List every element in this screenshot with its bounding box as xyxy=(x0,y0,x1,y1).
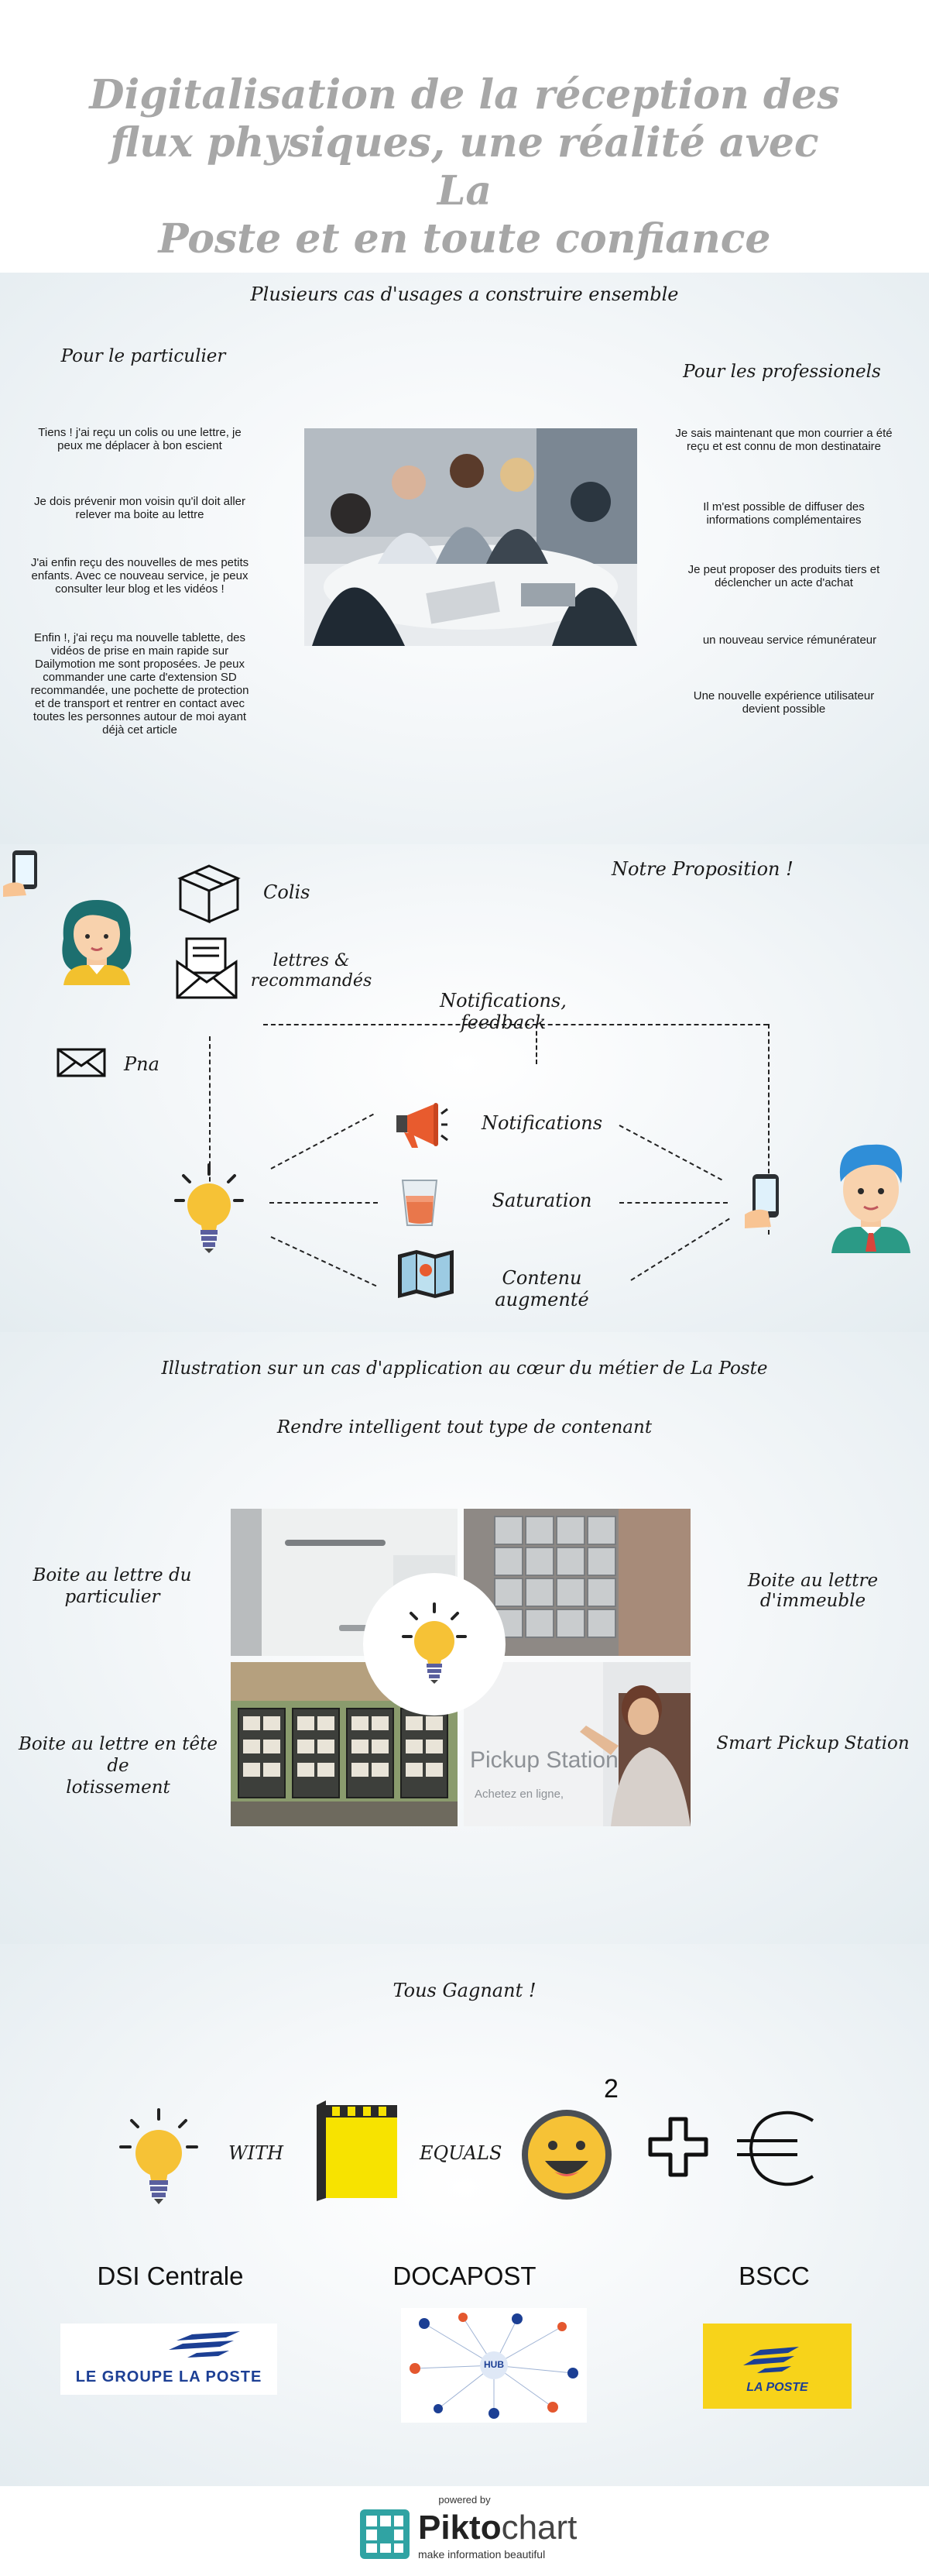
illustration-section: Illustration sur un cas d'application au… xyxy=(0,1332,929,1944)
phone-hand-icon xyxy=(743,1171,790,1230)
contenu-line-1: Contenu xyxy=(502,1267,582,1289)
lightbulb-icon xyxy=(174,1162,244,1258)
docapost-hub-diagram: HUB xyxy=(401,2308,587,2423)
map-icon xyxy=(395,1249,457,1300)
notifications-label: Notifications xyxy=(481,1112,603,1134)
feedback-line-left xyxy=(209,1036,211,1221)
docapost-hub-label: HUB xyxy=(484,2359,504,2370)
footer-section: powered by Piktochart make information b… xyxy=(0,2486,929,2576)
powered-by-label: powered by xyxy=(438,2494,491,2506)
equals-label: EQUALS xyxy=(420,2142,502,2164)
usages-heading: Plusieurs cas d'usages a construire ense… xyxy=(250,283,679,305)
label-smart: Smart Pickup Station xyxy=(716,1733,910,1753)
lettres-label: lettres & recommandés xyxy=(249,951,373,991)
connector-saturation-left xyxy=(269,1202,378,1204)
connector-saturation-right xyxy=(619,1202,728,1204)
pickup-sign-text: Pickup Station xyxy=(470,1747,619,1773)
pickup-station-photo: Pickup Station Achetez en ligne, xyxy=(464,1662,691,1826)
pro-item: Je peut proposer des produits tiers et d… xyxy=(687,563,880,589)
box-icon xyxy=(174,860,244,925)
pickup-sign-subtext: Achetez en ligne, xyxy=(475,1788,564,1801)
laposte-logo: LA POSTE xyxy=(703,2324,852,2409)
piktochart-brand[interactable]: Piktochart xyxy=(418,2509,577,2547)
colis-label: Colis xyxy=(263,881,310,903)
feedback-line xyxy=(263,1024,768,1025)
meeting-photo xyxy=(304,428,637,646)
illustration-subheading: Rendre intelligent tout type de contenan… xyxy=(276,1417,653,1437)
center-bulb-circle xyxy=(363,1573,506,1716)
man-avatar-icon xyxy=(821,1137,921,1253)
connector-contenu-left xyxy=(270,1236,377,1287)
groupe-laposte-logo: LE GROUPE LA POSTE xyxy=(60,2324,277,2395)
brand-suffix: chart xyxy=(501,2509,578,2547)
contenu-label: Contenu augmenté xyxy=(480,1267,604,1310)
yellow-box-icon xyxy=(312,2100,405,2201)
megaphone-icon xyxy=(393,1100,449,1149)
pro-item: Il m'est possible de diffuser des inform… xyxy=(703,500,865,527)
plus-icon xyxy=(647,2116,709,2178)
partner-name-bscc: BSCC xyxy=(739,2262,810,2290)
with-label: WITH xyxy=(228,2142,284,2164)
page-title: Digitalisation de la réception des flux … xyxy=(77,71,852,263)
piktochart-logo-icon xyxy=(360,2509,410,2559)
lightbulb-icon xyxy=(402,1602,467,1684)
gagnant-heading: Tous Gagnant ! xyxy=(393,1980,536,2001)
pna-label: Pna xyxy=(124,1053,159,1075)
label-particulier-line-2: particulier xyxy=(64,1587,160,1607)
smiley-icon xyxy=(519,2107,615,2203)
pro-item: Une nouvelle expérience utilisateur devi… xyxy=(693,689,875,716)
feedback-label: Notifications, feedback xyxy=(440,990,567,1033)
professionnels-title: Pour les professionels xyxy=(683,362,881,382)
pro-item: Je sais maintenant que mon courrier a ét… xyxy=(675,427,893,453)
lettres-line-2: recommandés xyxy=(250,971,372,991)
euro-icon xyxy=(735,2110,821,2187)
label-particulier: Boite au lettre du particulier xyxy=(23,1564,201,1608)
proposition-section: Colis lettres & recommandés Pna Notre Pr… xyxy=(0,844,929,1332)
exponent-label: 2 xyxy=(604,2074,619,2104)
particulier-item: Tiens ! j'ai reçu un colis ou une lettre… xyxy=(38,426,242,452)
label-lotissement-line-2: lotissement xyxy=(66,1777,170,1798)
label-particulier-line-1: Boite au lettre du xyxy=(33,1565,192,1585)
connector-notif-right xyxy=(619,1125,722,1181)
envelope-icon xyxy=(56,1047,107,1078)
particulier-item: Je dois prévenir mon voisin qu'il doit a… xyxy=(34,495,245,521)
usages-section: Plusieurs cas d'usages a construire ense… xyxy=(0,273,929,844)
particulier-title: Pour le particulier xyxy=(60,346,226,366)
particulier-item: Enfin !, j'ai reçu ma nouvelle tablette,… xyxy=(30,631,249,737)
brand-prefix: Pikto xyxy=(418,2509,502,2547)
label-immeuble: Boite au lettre d'immeuble xyxy=(747,1571,879,1611)
glass-icon xyxy=(399,1177,440,1228)
woman-avatar-icon xyxy=(46,894,147,985)
particulier-item: J'ai enfin reçu des nouvelles de mes pet… xyxy=(30,556,249,596)
letters-icon xyxy=(174,936,239,1001)
partner-name-docapost: DOCAPOST xyxy=(393,2262,536,2290)
header-section: Digitalisation de la réception des flux … xyxy=(0,0,929,273)
laposte-logo-text: LA POSTE xyxy=(746,2381,808,2394)
lettres-line-1: lettres & xyxy=(273,951,350,970)
groupe-laposte-logo-text: LE GROUPE LA POSTE xyxy=(75,2368,262,2385)
lightbulb-icon xyxy=(116,2107,201,2210)
gagnant-section: Tous Gagnant ! WITH EQUALS xyxy=(0,1944,929,2486)
title-line-1: Digitalisation de la réception des xyxy=(89,71,840,118)
label-lotissement: Boite au lettre en tête de lotissement xyxy=(8,1733,228,1798)
phone-hand-icon xyxy=(3,849,46,900)
title-line-3: Poste et en toute confiance xyxy=(158,215,771,263)
piktochart-tagline: make information beautiful xyxy=(418,2548,546,2561)
mailbox-lotissement-photo xyxy=(231,1662,458,1826)
proposition-heading: Notre Proposition ! xyxy=(612,858,794,880)
label-lotissement-line-1: Boite au lettre en tête de xyxy=(19,1734,218,1776)
pro-item: un nouveau service rémunérateur xyxy=(702,634,877,647)
connector-notif-left xyxy=(270,1113,374,1170)
contenu-line-2: augmenté xyxy=(495,1289,589,1310)
partner-name-dsi: DSI Centrale xyxy=(97,2262,244,2290)
feedback-line-right xyxy=(768,1024,770,1235)
feedback-line-mid xyxy=(536,1024,537,1064)
illustration-heading: Illustration sur un cas d'application au… xyxy=(161,1358,768,1379)
connector-contenu-right xyxy=(630,1218,730,1281)
title-line-2: flux physiques, une réalité avec La xyxy=(110,119,819,215)
saturation-label: Saturation xyxy=(492,1190,592,1211)
